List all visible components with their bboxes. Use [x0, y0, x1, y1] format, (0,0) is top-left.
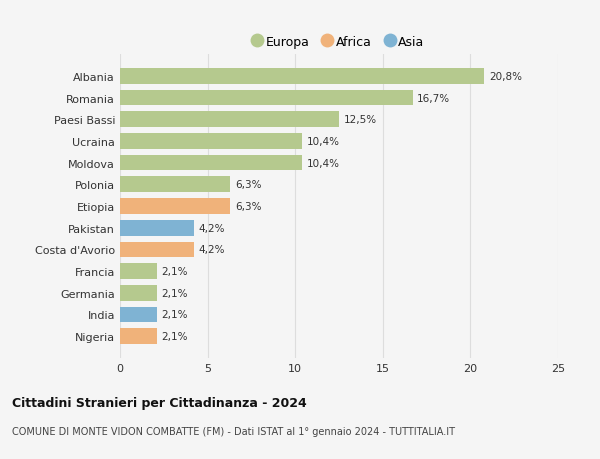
- Bar: [120, 177, 230, 193]
- Bar: [120, 156, 302, 171]
- Bar: [120, 199, 230, 214]
- Text: 12,5%: 12,5%: [343, 115, 377, 125]
- Bar: [120, 329, 157, 344]
- Text: 10,4%: 10,4%: [307, 158, 340, 168]
- Bar: [120, 90, 413, 106]
- Text: 6,3%: 6,3%: [235, 180, 261, 190]
- Bar: [120, 307, 157, 323]
- Bar: [120, 134, 302, 149]
- Bar: [120, 285, 157, 301]
- Text: 2,1%: 2,1%: [161, 310, 188, 320]
- Text: 2,1%: 2,1%: [161, 267, 188, 276]
- Bar: [120, 69, 484, 84]
- Legend: Europa, Africa, Asia: Europa, Africa, Asia: [249, 31, 429, 54]
- Text: 20,8%: 20,8%: [489, 72, 522, 82]
- Text: COMUNE DI MONTE VIDON COMBATTE (FM) - Dati ISTAT al 1° gennaio 2024 - TUTTITALIA: COMUNE DI MONTE VIDON COMBATTE (FM) - Da…: [12, 426, 455, 436]
- Text: 10,4%: 10,4%: [307, 137, 340, 146]
- Bar: [120, 264, 157, 279]
- Text: 4,2%: 4,2%: [198, 245, 224, 255]
- Bar: [120, 112, 339, 128]
- Text: 4,2%: 4,2%: [198, 223, 224, 233]
- Text: Cittadini Stranieri per Cittadinanza - 2024: Cittadini Stranieri per Cittadinanza - 2…: [12, 396, 307, 409]
- Text: 16,7%: 16,7%: [417, 93, 450, 103]
- Text: 2,1%: 2,1%: [161, 288, 188, 298]
- Text: 6,3%: 6,3%: [235, 202, 261, 212]
- Bar: [120, 242, 194, 257]
- Bar: [120, 220, 194, 236]
- Text: 2,1%: 2,1%: [161, 331, 188, 341]
